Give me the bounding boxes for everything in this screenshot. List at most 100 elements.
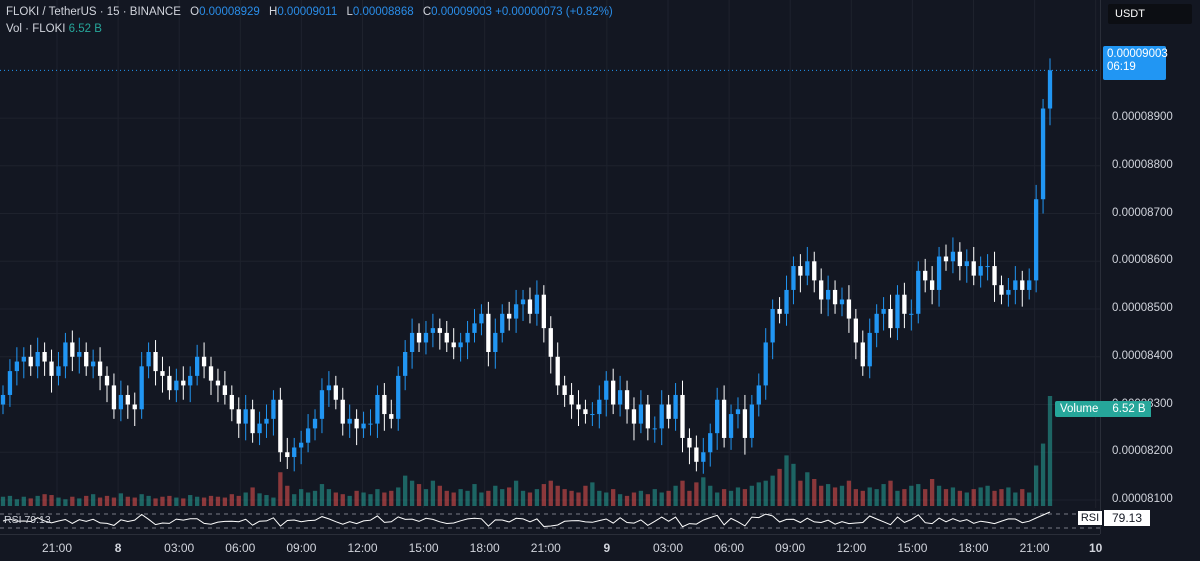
volume-bar [895, 490, 900, 506]
volume-bar [839, 485, 845, 506]
candle-body [84, 352, 89, 367]
volume-bar [590, 482, 595, 506]
volume-bar [389, 490, 394, 506]
volume-bar [409, 480, 415, 506]
candle-body [666, 404, 671, 419]
candle-body [832, 289, 838, 305]
candle-body [382, 394, 387, 415]
candle-body [90, 361, 96, 367]
candle-body [458, 342, 463, 348]
volume-bar [687, 490, 692, 506]
candle-body [916, 270, 921, 314]
candle-body [416, 332, 422, 343]
candle-body [562, 385, 567, 395]
candle-body [278, 399, 283, 453]
volume-bar [90, 494, 96, 506]
time-axis[interactable] [0, 534, 1100, 561]
volume-bar [229, 494, 234, 506]
candle-body [708, 433, 713, 453]
candle-body [943, 256, 949, 262]
last-price-tag: 0.00009003 06:19 [1103, 46, 1168, 80]
candle-body [1020, 280, 1025, 290]
rsi-legend: RSI 79.13 [4, 514, 51, 526]
volume-bar [631, 492, 637, 506]
volume-bar [555, 485, 560, 506]
volume-bar [250, 487, 255, 506]
candle-body [1047, 70, 1053, 109]
low-value: 0.00008868 [352, 6, 414, 18]
volume-bar [444, 490, 449, 506]
candle-body [243, 409, 248, 424]
symbol-label[interactable]: FLOKI / TetherUS · 15 · BINANCE [6, 6, 181, 18]
price-axis[interactable] [1100, 0, 1200, 534]
volume-bar [936, 485, 942, 506]
rsi-pane[interactable] [0, 508, 1100, 534]
volume-bar [604, 492, 609, 506]
candle-body [111, 385, 117, 410]
volume-bar [201, 497, 207, 506]
candle-body [28, 356, 33, 367]
candle-body [631, 409, 637, 424]
candle-body [21, 356, 26, 362]
candle-body [950, 251, 956, 262]
candlestick-chart[interactable] [0, 0, 1100, 508]
volume-bar [174, 497, 179, 506]
candle-body [784, 289, 789, 314]
volume-bar [507, 487, 512, 506]
price-tick-label: 0.00008700 [1112, 206, 1173, 219]
volume-bar [694, 482, 699, 506]
volume-bar [396, 487, 401, 506]
volume-bar [188, 495, 193, 506]
volume-bar [611, 489, 616, 506]
volume-bar [340, 494, 345, 506]
rsi-legend-label: RSI [4, 514, 22, 526]
candle-body [659, 404, 664, 429]
candle-body [423, 332, 429, 343]
candle-body [888, 309, 893, 329]
volume-bar [583, 485, 588, 506]
volume-bar [825, 484, 831, 506]
candle-body [368, 423, 373, 425]
bar-countdown: 06:19 [1107, 61, 1136, 73]
volume-bar [548, 480, 553, 506]
volume-bar [375, 489, 380, 506]
volume-bar [742, 489, 748, 506]
candle-body [312, 418, 318, 429]
volume-bar [451, 492, 456, 506]
price-chart[interactable] [0, 0, 1100, 508]
volume-bar [292, 494, 297, 506]
volume-bar [1033, 465, 1039, 506]
time-tick-label: 18:00 [958, 541, 989, 555]
volume-bar [63, 499, 68, 506]
candle-body [624, 390, 630, 410]
candle-body [583, 409, 588, 415]
volume-bar [28, 498, 33, 506]
time-tick-label: 03:00 [652, 541, 684, 555]
candle-body [749, 404, 754, 438]
candle-body [326, 385, 332, 391]
volume-bar [597, 490, 602, 506]
volume-bar [1047, 396, 1053, 506]
candle-body [756, 385, 761, 405]
volume-bar [430, 480, 436, 506]
volume-bar [368, 494, 373, 506]
candle-body [153, 352, 158, 372]
volume-bar [624, 495, 630, 506]
rsi-legend-value: 79.13 [24, 514, 51, 526]
currency-button[interactable]: USDT [1108, 4, 1192, 24]
volume-legend-label[interactable]: Vol · FLOKI [6, 23, 66, 35]
close-value: 0.00009003 [431, 6, 492, 18]
candle-body [742, 409, 748, 438]
volume-bar [14, 499, 20, 506]
candle-body [35, 352, 40, 367]
candle-body [846, 299, 852, 319]
candle-body [638, 404, 644, 424]
volume-bar [194, 496, 200, 506]
volume-bar [160, 496, 165, 506]
volume-bar [964, 492, 969, 506]
open-value: 0.00008929 [199, 6, 260, 18]
volume-bar [749, 485, 754, 506]
volume-bar [812, 479, 817, 506]
last-price-value: 0.00009003 [1107, 48, 1168, 60]
candle-body [520, 299, 526, 305]
